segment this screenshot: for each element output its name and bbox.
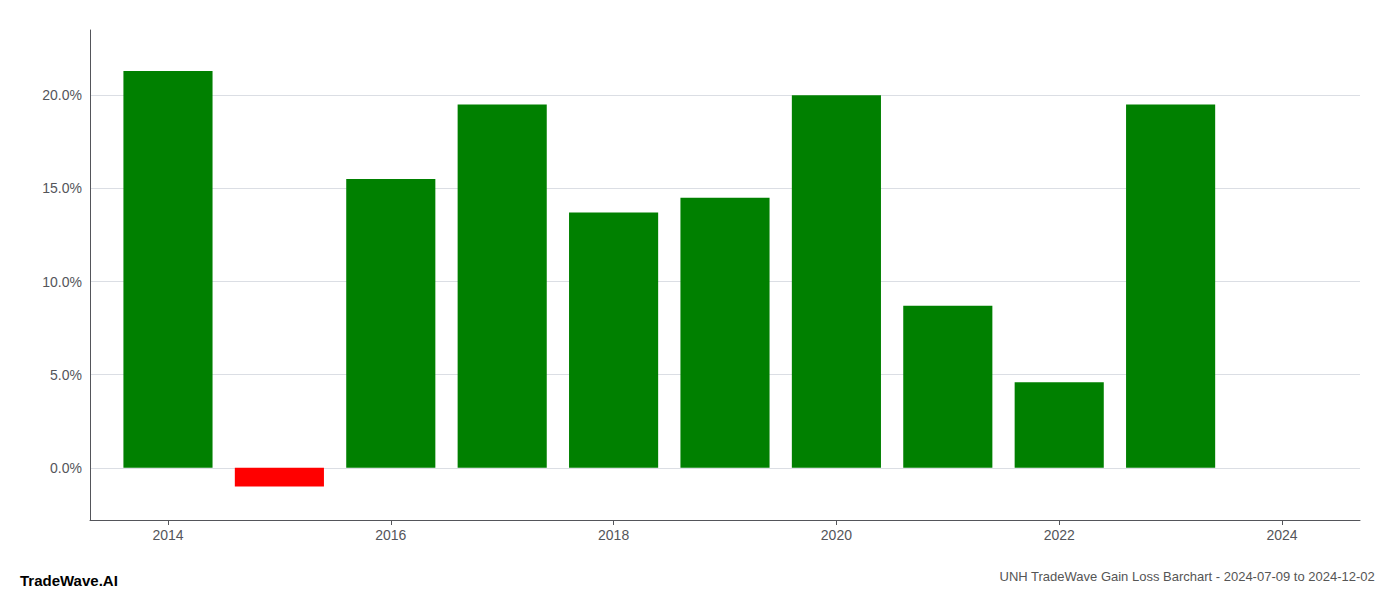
svg-text:2024: 2024 (1266, 527, 1297, 543)
svg-text:10.0%: 10.0% (42, 274, 82, 290)
svg-text:15.0%: 15.0% (42, 180, 82, 196)
svg-text:20.0%: 20.0% (42, 87, 82, 103)
svg-text:2018: 2018 (598, 527, 629, 543)
svg-text:2022: 2022 (1044, 527, 1075, 543)
svg-text:UNH TradeWave Gain Loss Barcha: UNH TradeWave Gain Loss Barchart - 2024-… (999, 569, 1374, 584)
svg-text:5.0%: 5.0% (50, 367, 82, 383)
svg-text:2014: 2014 (152, 527, 183, 543)
svg-text:0.0%: 0.0% (50, 460, 82, 476)
svg-text:2020: 2020 (821, 527, 852, 543)
svg-text:TradeWave.AI: TradeWave.AI (20, 572, 118, 589)
svg-text:2016: 2016 (375, 527, 406, 543)
